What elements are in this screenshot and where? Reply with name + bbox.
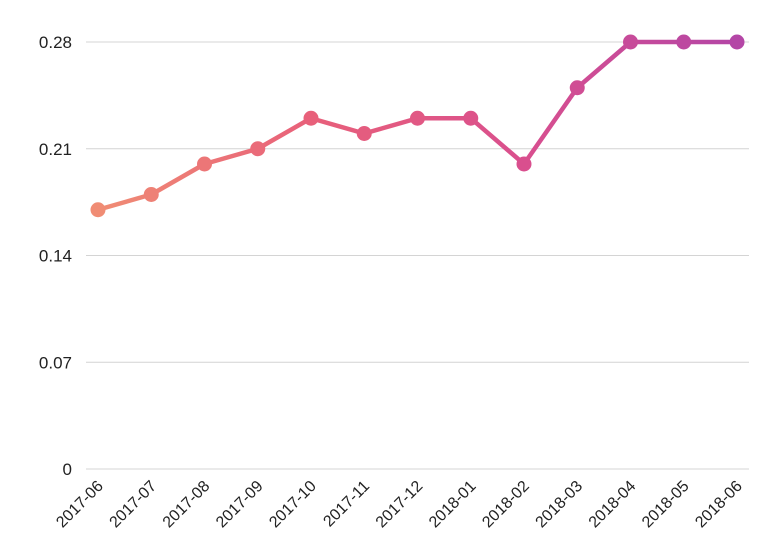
data-point: [729, 34, 745, 50]
x-tick-label: 2018-03: [533, 478, 587, 532]
x-tick-label: 2018-05: [639, 478, 693, 532]
y-tick-label: 0.14: [39, 247, 72, 266]
series-line-path: [95, 39, 740, 212]
series-line: [95, 39, 740, 212]
y-tick-label: 0.28: [39, 33, 72, 52]
x-tick-label: 2018-02: [479, 478, 533, 532]
x-tick-label: 2018-04: [586, 478, 640, 532]
y-tick-label: 0.07: [39, 353, 72, 372]
x-tick-label: 2017-06: [53, 478, 107, 532]
data-point: [676, 34, 692, 50]
x-tick-label: 2017-08: [160, 478, 214, 532]
x-tick-label: 2017-12: [373, 478, 427, 532]
data-point: [197, 156, 212, 172]
series-points: [90, 34, 745, 218]
data-point: [356, 126, 372, 141]
x-axis-ticks: 2017-06 2017-07 2017-08 2017-09 2017-10 2017-…: [53, 478, 746, 532]
y-tick-label: 0: [63, 460, 72, 479]
data-point: [143, 187, 159, 202]
x-tick-label: 2018-06: [692, 478, 746, 532]
data-point: [410, 110, 425, 126]
data-point: [250, 141, 266, 157]
x-tick-label: 2018-01: [426, 478, 480, 532]
y-axis-ticks: 0 0.07 0.14 0.21 0.28: [39, 33, 72, 479]
y-tick-label: 0.21: [39, 140, 72, 159]
data-point: [569, 80, 585, 96]
data-point: [463, 110, 479, 126]
x-tick-label: 2017-10: [266, 478, 320, 532]
data-point: [303, 110, 319, 126]
x-tick-label: 2017-09: [213, 478, 267, 532]
data-point: [90, 202, 106, 218]
gridlines: [86, 41, 749, 470]
data-point: [623, 34, 638, 50]
x-tick-label: 2017-07: [107, 478, 161, 532]
x-tick-label: 2017-11: [320, 478, 373, 531]
data-point: [516, 156, 532, 172]
